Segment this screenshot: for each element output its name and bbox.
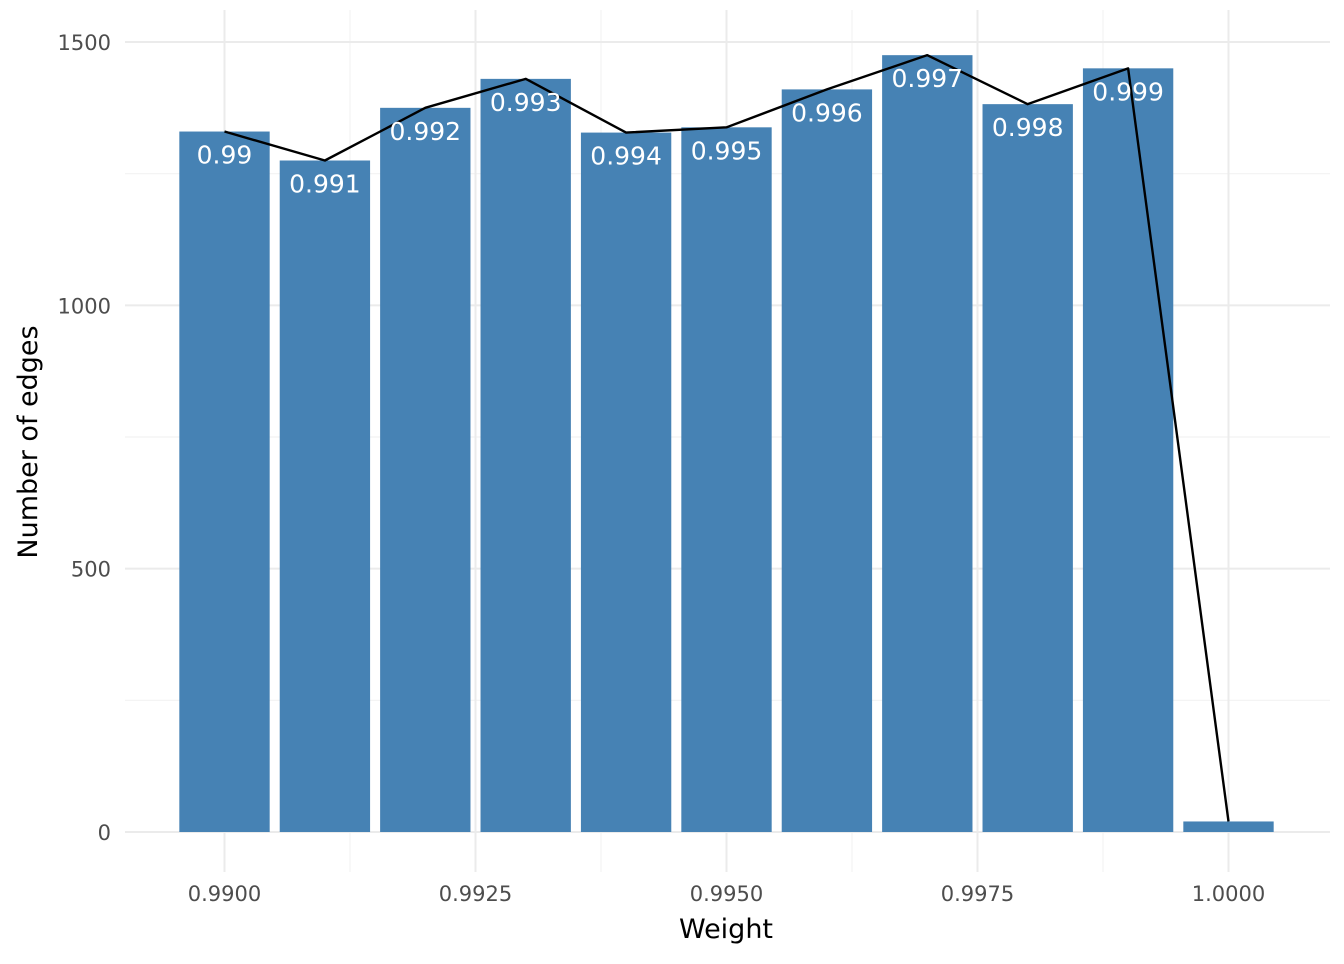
bars [179,55,1274,833]
y-tick-label: 1500 [58,31,111,55]
x-tick-label: 0.9950 [690,882,763,906]
bar-label: 0.99 [197,141,253,170]
trend-line [224,53,1230,822]
y-axis-title: Number of edges [13,325,44,558]
bar [882,55,973,832]
bar [1183,821,1274,832]
x-tick-label: 0.9900 [188,882,261,906]
bar [681,127,772,832]
bar [380,107,471,833]
bar [781,89,873,832]
trend-line-group [224,53,1230,822]
bar-label: 0.995 [691,136,763,165]
y-tick-label: 1000 [58,294,111,318]
bar-label: 0.994 [590,142,662,171]
bar [480,78,571,832]
bar [1082,68,1174,833]
bar-label: 0.996 [791,98,863,127]
bar-label: 0.991 [289,170,361,199]
x-axis-title: Weight [679,914,773,945]
bar [279,160,371,832]
bar [982,104,1073,832]
bar [179,131,270,833]
axis-ticks: 0 500 1000 1500 0.9900 0.9925 0.9950 0.9975 1.00… [58,31,1266,906]
bar-labels: 0.99 0.991 0.992 0.993 0.994 0.995 0.996 0.997 0… [197,64,1164,198]
bar-label: 0.997 [892,64,964,93]
y-tick-label: 0 [98,821,111,845]
bar-label: 0.992 [390,117,462,146]
bar-label: 0.999 [1092,77,1164,106]
bar-label: 0.993 [490,88,562,117]
x-tick-label: 0.9925 [439,882,512,906]
x-tick-label: 1.0000 [1192,882,1265,906]
bar [580,132,672,832]
x-tick-label: 0.9975 [941,882,1014,906]
bar-label: 0.998 [992,113,1064,142]
y-tick-label: 500 [71,558,111,582]
